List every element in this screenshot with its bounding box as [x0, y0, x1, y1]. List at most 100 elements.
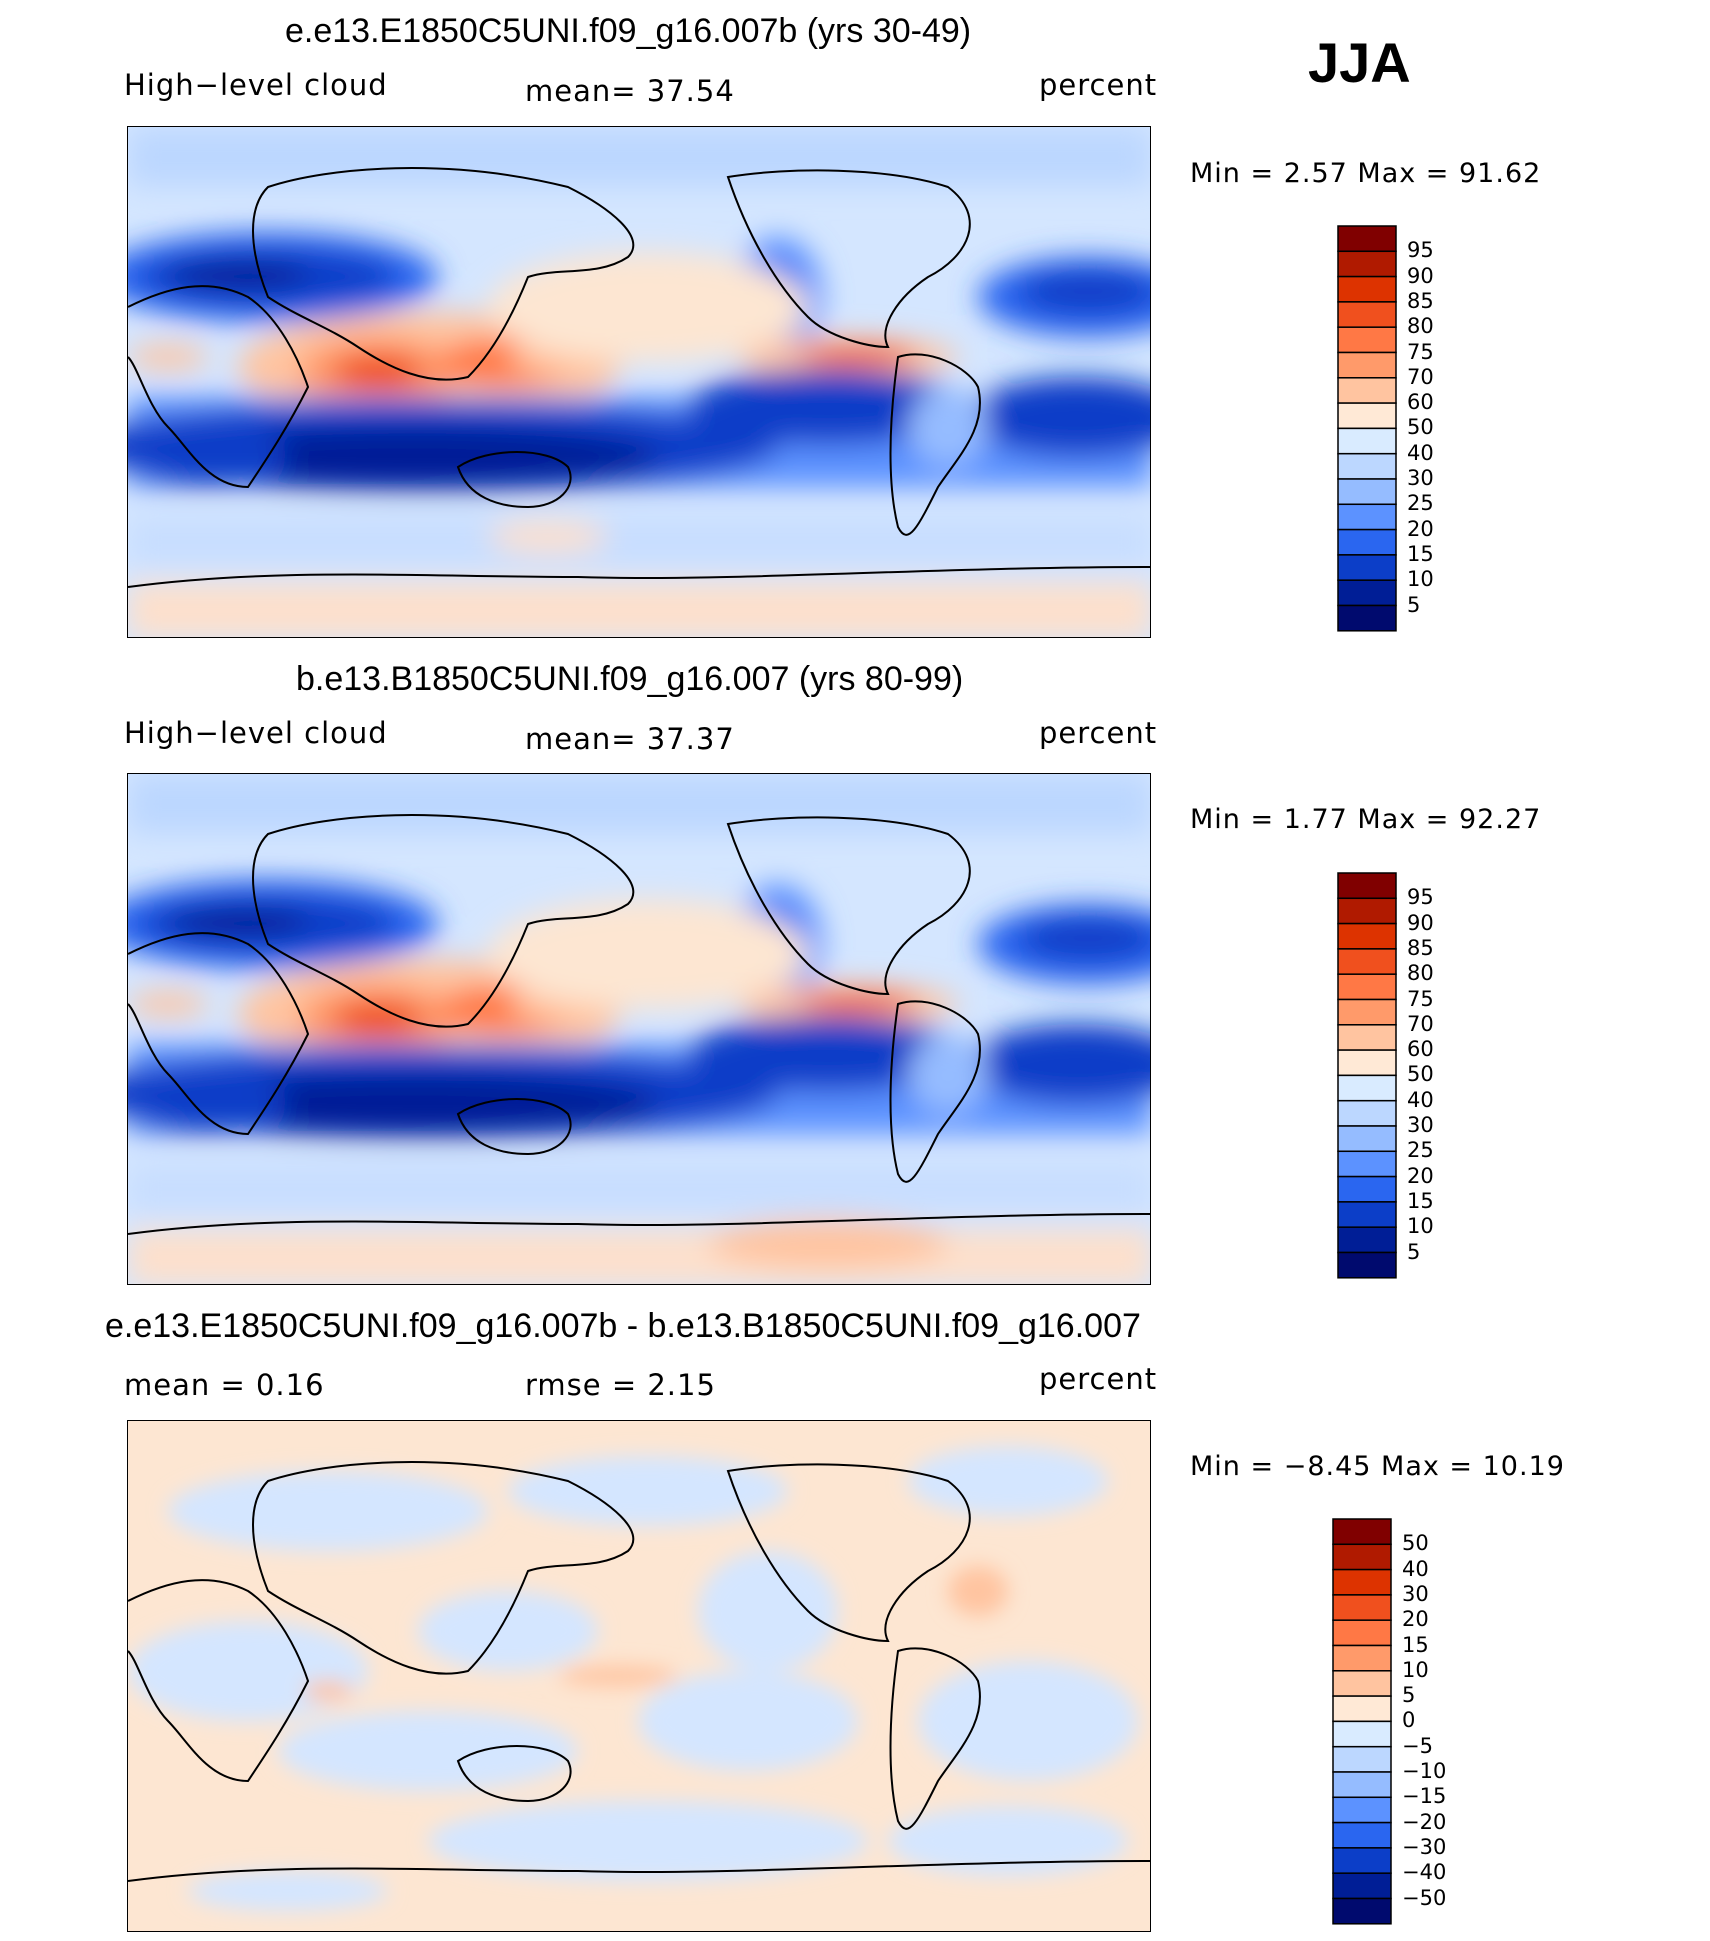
- panel-title-top: e.e13.E1850C5UNI.f09_g16.007b (yrs 30-49…: [285, 12, 972, 50]
- colorbar-tick-label: −50: [1402, 1885, 1447, 1910]
- variable-label-middle: High−level cloud: [124, 716, 388, 750]
- colorbar-swatch: [1337, 897, 1397, 925]
- colorbar-tick-label: 40: [1402, 1556, 1429, 1581]
- colorbar-swatch: [1332, 1847, 1392, 1874]
- colorbar-swatch: [1337, 1251, 1397, 1279]
- colorbar-tick-label: 25: [1407, 491, 1434, 516]
- colorbar-tick-label: 50: [1407, 1062, 1434, 1087]
- colorbar-swatch: [1337, 604, 1397, 632]
- colorbar-swatch: [1337, 326, 1397, 354]
- colorbar-tick-label: 40: [1407, 1087, 1434, 1112]
- colorbar-tick-label: 20: [1407, 1163, 1434, 1188]
- colorbar-swatch: [1332, 1670, 1392, 1697]
- colorbar-tick-label: 90: [1407, 263, 1434, 288]
- minmax-middle: Min = 1.77 Max = 92.27: [1190, 804, 1542, 835]
- colorbar-swatch: [1332, 1594, 1392, 1621]
- colorbar-swatch: [1337, 998, 1397, 1026]
- mean-label-top: mean= 37.54: [525, 74, 735, 108]
- colorbar-swatch: [1332, 1644, 1392, 1672]
- colorbar-tick-label: 15: [1407, 541, 1434, 566]
- colorbar-swatch: [1337, 922, 1397, 950]
- colorbar-swatch: [1337, 1226, 1397, 1254]
- colorbar-tick-label: 15: [1402, 1632, 1429, 1657]
- colorbar-swatch: [1332, 1619, 1392, 1647]
- colorbar-swatch: [1332, 1872, 1392, 1900]
- colorbar-swatch: [1332, 1821, 1392, 1849]
- colorbar-swatch: [1332, 1771, 1392, 1799]
- colorbar-tick-label: 70: [1407, 364, 1434, 389]
- minmax-diff: Min = −8.45 Max = 10.19: [1190, 1451, 1565, 1482]
- colorbar-tick-label: −10: [1402, 1759, 1447, 1783]
- colorbar-swatch: [1337, 554, 1397, 581]
- colorbar-swatch: [1337, 973, 1397, 1001]
- contour-field-diff: [128, 1421, 1150, 1931]
- colorbar-tick-label: 80: [1407, 961, 1434, 986]
- colorbar-swatch: [1337, 225, 1397, 253]
- colorbar-swatch: [1337, 402, 1397, 430]
- colorbar-swatch: [1337, 275, 1397, 303]
- colorbar-swatch: [1332, 1796, 1392, 1824]
- colorbar-tick-label: 50: [1402, 1531, 1429, 1556]
- colorbar-swatch: [1332, 1897, 1392, 1925]
- colorbar-tick-label: 75: [1407, 339, 1434, 364]
- map-middle: [127, 773, 1151, 1285]
- colorbar-tick-label: 90: [1407, 910, 1434, 935]
- colorbar-swatch: [1337, 528, 1397, 556]
- colorbar-tick-label: 15: [1407, 1188, 1434, 1213]
- colorbar-swatch: [1332, 1745, 1392, 1773]
- colorbar-swatch: [1337, 948, 1397, 975]
- colorbar-tick-label: 30: [1407, 466, 1434, 490]
- colorbar-swatch: [1332, 1568, 1392, 1596]
- colorbar-swatch: [1337, 250, 1397, 278]
- colorbar-tick-label: 85: [1407, 935, 1434, 960]
- colorbar-swatch: [1337, 452, 1397, 480]
- colorbar-swatch: [1337, 1125, 1397, 1153]
- colorbar-swatch: [1337, 301, 1397, 328]
- colorbar-tick-label: 10: [1407, 567, 1434, 592]
- colorbar-tick-label: 25: [1407, 1138, 1434, 1163]
- colorbar-tick-label: 5: [1402, 1683, 1416, 1708]
- colorbar-tick-label: 75: [1407, 986, 1434, 1011]
- colorbar-swatch: [1332, 1695, 1392, 1723]
- colorbar-swatch: [1337, 1175, 1397, 1203]
- colorbar-tick-label: 60: [1407, 390, 1434, 415]
- colorbar-swatch: [1332, 1720, 1392, 1748]
- colorbar-tick-label: 85: [1407, 288, 1434, 313]
- colorbar-tick-label: 10: [1407, 1214, 1434, 1239]
- colorbar-swatch: [1332, 1543, 1392, 1571]
- colorbar-tick-label: 30: [1402, 1581, 1429, 1606]
- colorbar-swatch: [1337, 1024, 1397, 1051]
- colorbar-swatch: [1337, 478, 1397, 506]
- colorbar-tick-label: 0: [1402, 1708, 1416, 1733]
- colorbar-tick-label: 70: [1407, 1011, 1434, 1036]
- colorbar-tick-label: 80: [1407, 314, 1434, 339]
- colorbar-swatch: [1332, 1518, 1392, 1546]
- colorbar-tick-label: 50: [1407, 415, 1434, 440]
- rmse-label-diff: rmse = 2.15: [525, 1368, 716, 1402]
- colorbar-swatch: [1337, 503, 1397, 531]
- mean-label-middle: mean= 37.37: [525, 722, 735, 756]
- colorbar-tick-label: −5: [1402, 1733, 1433, 1758]
- map-diff: [127, 1420, 1151, 1932]
- colorbar-tick-label: −30: [1402, 1834, 1447, 1859]
- season-label: JJA: [1308, 31, 1411, 94]
- colorbar-swatch: [1337, 579, 1397, 607]
- colorbar-tick-label: 95: [1407, 238, 1434, 263]
- colorbar-swatch: [1337, 351, 1397, 379]
- colorbar-tick-label: 5: [1407, 1239, 1421, 1264]
- contour-field-middle: [128, 774, 1150, 1284]
- colorbar-tick-label: 20: [1407, 516, 1434, 541]
- colorbar-swatch: [1337, 1201, 1397, 1228]
- units-label-diff: percent: [1039, 1362, 1158, 1396]
- variable-label-top: High−level cloud: [124, 68, 388, 102]
- colorbar-tick-label: 60: [1407, 1037, 1434, 1062]
- colorbar-tick-label: 10: [1402, 1657, 1429, 1682]
- colorbar-tick-label: −40: [1402, 1860, 1447, 1885]
- colorbar-tick-label: 5: [1407, 592, 1421, 617]
- colorbar-swatch: [1337, 872, 1397, 900]
- map-top: [127, 126, 1151, 638]
- colorbar-swatch: [1337, 1150, 1397, 1178]
- colorbar-tick-label: −20: [1402, 1809, 1447, 1834]
- units-label-top: percent: [1039, 68, 1158, 102]
- minmax-top: Min = 2.57 Max = 91.62: [1190, 158, 1542, 189]
